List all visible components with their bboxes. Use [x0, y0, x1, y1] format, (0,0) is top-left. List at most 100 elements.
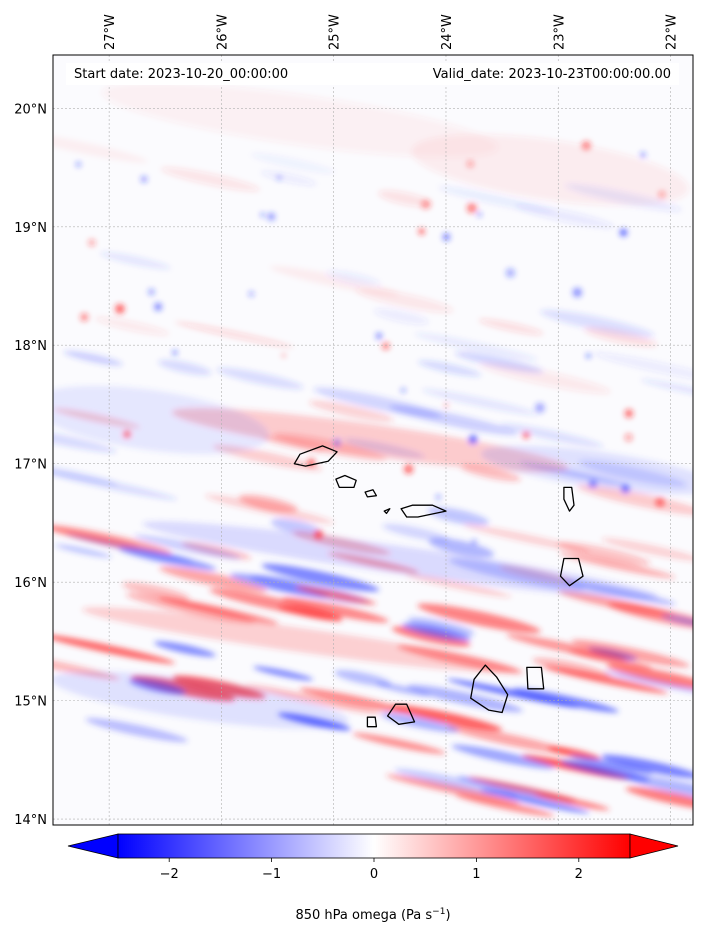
latitude-label: 19°N	[14, 221, 47, 236]
convective-cell	[276, 175, 282, 181]
omega-streak	[577, 484, 693, 516]
convective-cell	[466, 203, 477, 214]
omega-streak	[378, 190, 433, 207]
convective-cell	[466, 160, 474, 168]
omega-streak	[238, 494, 298, 513]
convective-cell	[522, 431, 530, 439]
omega-streak	[250, 153, 335, 174]
omega-streak	[355, 288, 454, 313]
island-outline	[526, 666, 545, 690]
convective-cell	[621, 484, 630, 494]
omega-streak	[571, 639, 690, 668]
omega-streak	[95, 317, 170, 336]
convective-cell	[624, 433, 633, 442]
island-outline	[383, 508, 391, 515]
convective-cell	[248, 291, 254, 297]
convective-cell	[88, 239, 96, 247]
omega-streak	[326, 270, 381, 286]
convective-cell	[468, 434, 478, 444]
convective-cell	[624, 409, 634, 418]
latitude-labels: 14°N 15°N 16°N 17°N 18°N 19°N 20°N	[14, 102, 47, 828]
omega-streak	[375, 682, 431, 697]
coastlines	[293, 445, 584, 728]
convective-cell	[375, 332, 383, 340]
omega-streak	[506, 634, 628, 662]
omega-wash	[82, 607, 518, 673]
omega-streak	[661, 614, 693, 627]
omega-wash	[101, 82, 499, 158]
convective-cell	[619, 228, 628, 237]
omega-streak	[559, 552, 676, 579]
island-outline	[386, 703, 416, 725]
omega-streak	[174, 321, 294, 348]
omega-streak	[451, 744, 555, 769]
colorbar-extend-low	[67, 833, 119, 859]
convective-cell	[172, 350, 178, 355]
omega-streak	[271, 518, 321, 536]
island-outline	[293, 445, 338, 467]
omega-wash	[481, 445, 693, 495]
omega-streak	[85, 718, 188, 743]
omega-streak	[390, 704, 503, 731]
omega-streak	[55, 544, 112, 558]
omega-streak	[373, 308, 429, 325]
colorbar-tick-label: 0	[370, 867, 378, 882]
omega-streak	[428, 538, 495, 558]
convective-cell	[76, 162, 81, 167]
convective-cell	[115, 304, 125, 314]
colorbar-extend-high	[629, 833, 679, 859]
colorbar-tick-label: −2	[160, 867, 179, 882]
convective-cell	[404, 464, 414, 474]
colorbar-tick-label: −1	[262, 867, 281, 882]
omega-streak	[278, 605, 343, 622]
colorbar-gradient	[117, 833, 631, 859]
island-outline	[470, 664, 509, 714]
latitude-label: 18°N	[14, 339, 47, 354]
omega-streak	[53, 461, 119, 486]
longitude-labels: 27°W 26°W 25°W 24°W 23°W 22°W	[103, 14, 679, 50]
convective-cell	[148, 288, 155, 296]
island-outline	[563, 486, 575, 512]
omega-streak	[157, 597, 279, 625]
omega-streak	[53, 426, 117, 453]
omega-field	[53, 82, 693, 817]
omega-streak	[604, 670, 693, 694]
omega-streak	[380, 712, 459, 733]
colorbar: −2 −1 0 1 2 850 hPa omega (Pa s−1)	[67, 833, 679, 923]
longitude-label: 23°W	[552, 14, 567, 50]
convective-cell	[140, 176, 148, 183]
island-outline	[364, 489, 378, 498]
omega-streak	[512, 688, 619, 713]
map-panel	[52, 54, 694, 826]
latitude-label: 16°N	[14, 576, 47, 591]
omega-streak	[454, 351, 544, 373]
header-box	[66, 63, 679, 85]
colorbar-tick-label: 2	[575, 867, 583, 882]
omega-streak	[547, 746, 601, 760]
convective-cell	[154, 302, 163, 311]
omega-streak	[405, 573, 512, 598]
omega-streak	[601, 754, 693, 779]
omega-streak	[261, 563, 380, 592]
longitude-label: 27°W	[103, 14, 118, 50]
omega-streak	[63, 350, 123, 366]
latitude-label: 20°N	[14, 102, 47, 117]
omega-streak	[122, 582, 190, 601]
omega-streak	[463, 524, 591, 553]
convective-cell	[382, 342, 390, 350]
convective-cell	[581, 141, 591, 150]
omega-streak	[543, 666, 669, 694]
island-outline	[559, 557, 584, 587]
colorbar-label-main: 850 hPa omega (Pa s	[295, 908, 432, 923]
longitude-label: 24°W	[440, 14, 455, 50]
omega-streak	[461, 465, 521, 482]
gridlines	[53, 55, 693, 825]
omega-streak	[253, 666, 314, 681]
omega-wash	[53, 385, 269, 455]
omega-streak	[158, 359, 212, 376]
omega-streak	[388, 405, 519, 436]
omega-streak	[421, 389, 538, 415]
omega-streak	[229, 573, 329, 598]
convective-cell	[477, 212, 482, 217]
